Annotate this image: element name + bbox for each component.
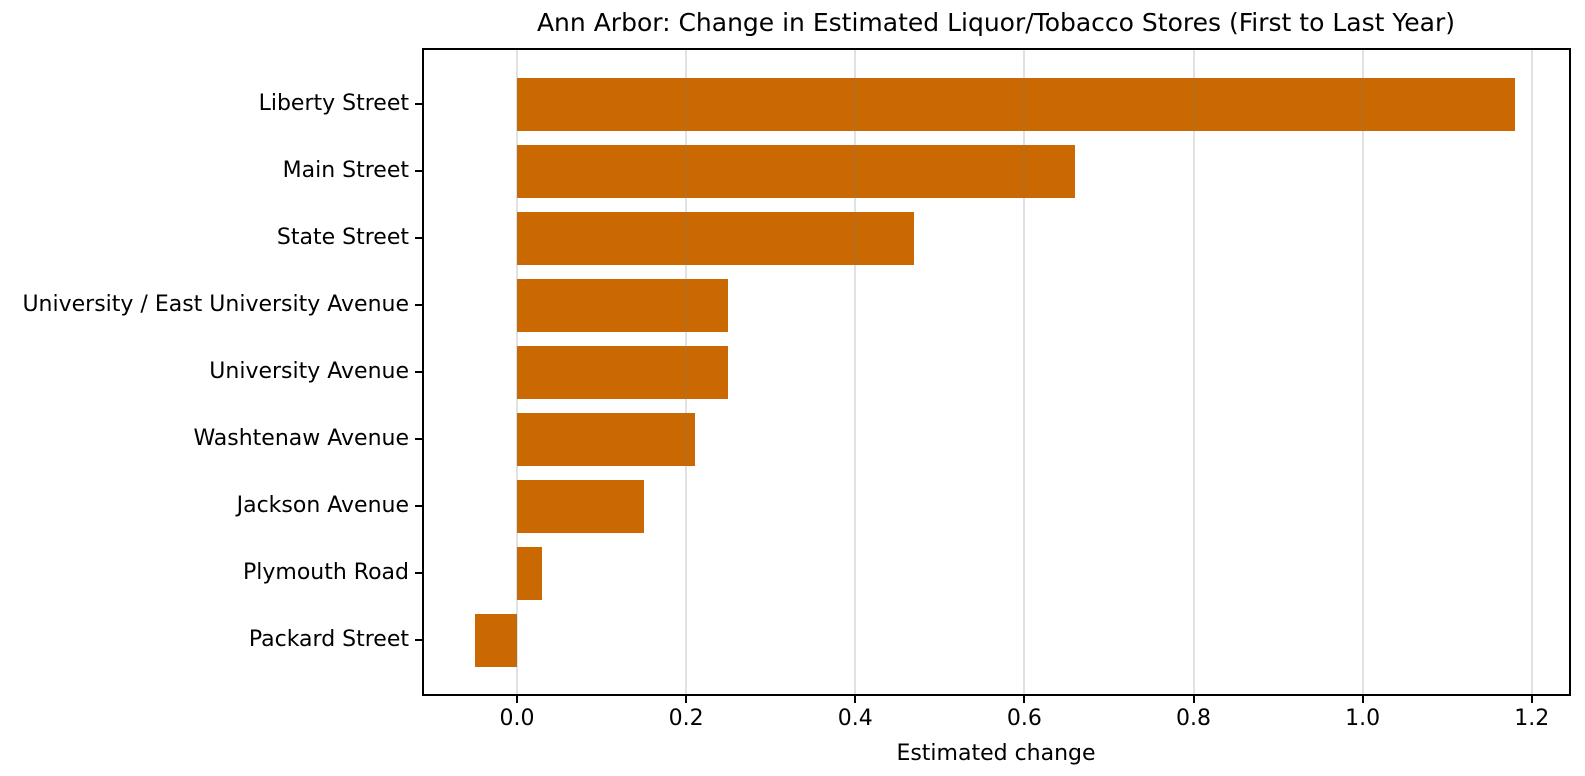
gridline [1192,50,1195,694]
y-axis-tick [415,103,422,105]
bar [517,345,729,399]
bar [517,211,915,265]
bar [517,77,1515,131]
bar [517,278,729,332]
x-axis-label: Estimated change [896,741,1096,766]
x-tick-label: 0.4 [837,706,873,731]
x-axis-tick [1023,696,1026,703]
y-axis-tick [415,438,422,440]
y-tick-label: Jackson Avenue [236,493,409,518]
x-tick-label: 0.6 [1006,706,1042,731]
bar [517,546,543,600]
y-tick-label: University / East University Avenue [22,292,409,317]
y-axis-tick [415,304,422,306]
x-tick-label: 1.2 [1514,706,1550,731]
bar [474,613,518,667]
y-axis-tick [415,170,422,172]
plot-area [422,48,1571,696]
x-tick-label: 0.0 [499,706,535,731]
chart-title: Ann Arbor: Change in Estimated Liquor/To… [536,8,1456,37]
bar [517,479,644,533]
x-axis-tick [1192,696,1195,703]
y-tick-label: Washtenaw Avenue [193,426,409,451]
y-axis-tick [415,371,422,373]
gridline [1530,50,1533,694]
x-axis-tick [854,696,857,703]
y-tick-label: University Avenue [209,359,409,384]
x-axis-tick [1530,696,1533,703]
x-tick-label: 0.8 [1176,706,1212,731]
y-tick-label: Plymouth Road [243,560,409,585]
gridline [1361,50,1364,694]
y-axis-tick [415,505,422,507]
x-axis-tick [1361,696,1364,703]
x-axis-tick [685,696,688,703]
x-axis-tick [516,696,519,703]
y-axis-tick [415,639,422,641]
y-tick-label: Main Street [282,158,409,183]
gridline [685,50,688,694]
gridline [1023,50,1026,694]
gridline [516,50,519,694]
gridline [854,50,857,694]
y-axis-tick [415,237,422,239]
bar [517,412,695,466]
bar [517,144,1076,198]
x-tick-label: 1.0 [1345,706,1381,731]
y-tick-label: Liberty Street [258,91,409,116]
y-axis-tick [415,572,422,574]
y-tick-label: Packard Street [248,627,409,652]
y-tick-label: State Street [276,225,409,250]
x-tick-label: 0.2 [668,706,704,731]
